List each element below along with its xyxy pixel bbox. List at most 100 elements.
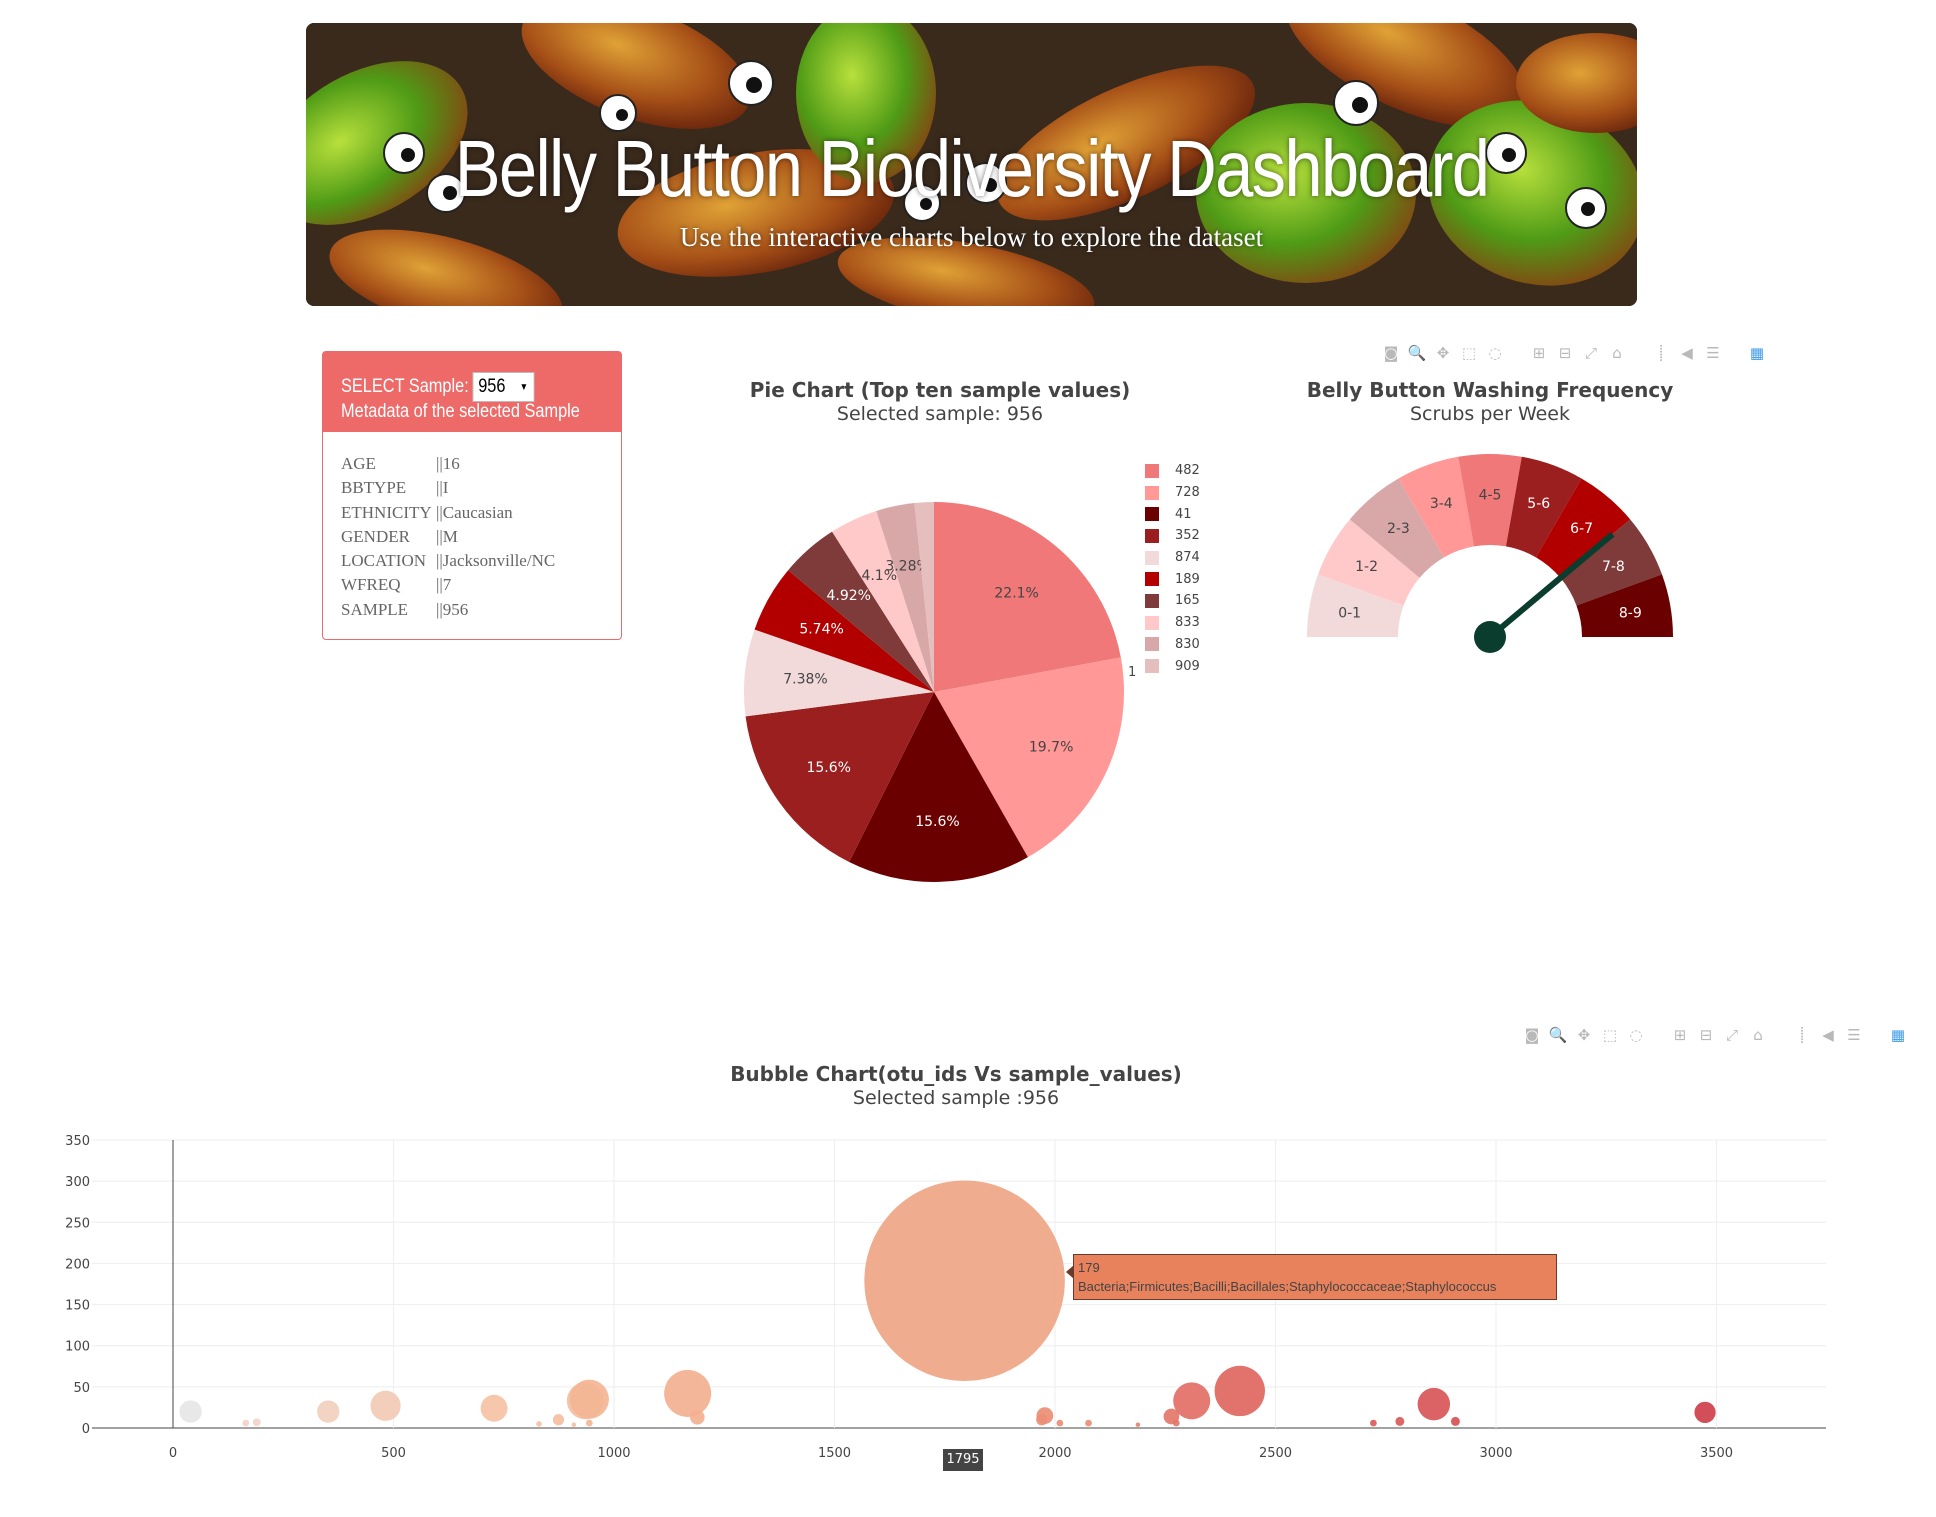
bubble-point[interactable] [179,1400,202,1423]
bubble-point[interactable] [585,1419,593,1427]
legend-swatch [1145,528,1159,543]
home-icon[interactable]: ⌂ [1612,344,1622,362]
legend-item[interactable]: 728 [1145,482,1200,504]
bubble-point[interactable] [1135,1422,1141,1427]
zoom-icon[interactable]: 🔍 [1548,1026,1568,1044]
bubble-point[interactable] [1056,1419,1064,1427]
hover-compare-icon[interactable]: ☰ [1706,344,1720,362]
legend-item[interactable]: 189 [1145,568,1200,590]
legend-item[interactable]: 874 [1145,547,1200,569]
gauge-segment-8-9[interactable] [1576,574,1673,637]
gauge-segment-1-2[interactable] [1318,519,1420,606]
pie-slice-833[interactable] [832,510,934,692]
legend-item[interactable]: 833 [1145,612,1200,634]
bubble-point[interactable] [252,1418,261,1427]
pie-slice-41[interactable] [849,692,1028,882]
zoom-out-icon[interactable]: ⊟ [1699,1026,1713,1044]
gauge-segment-0-1[interactable] [1307,574,1404,637]
pie-chart-subtitle: Selected sample: 956 [836,403,1044,425]
bubble-point[interactable] [1036,1407,1054,1425]
bubble-point[interactable] [1172,1419,1180,1427]
hover-closest-icon[interactable]: ◀ [1822,1026,1834,1044]
pie-slice-874[interactable] [744,629,934,717]
box-select-icon[interactable]: ⬚ [1602,1026,1618,1044]
gauge-segment-4-5[interactable] [1458,454,1522,547]
pie-slice-165[interactable] [788,531,934,692]
pie-slice-189[interactable] [754,570,934,692]
bubble-point[interactable] [566,1382,604,1420]
bubble-point[interactable] [1173,1382,1211,1420]
bubble-point[interactable] [1214,1365,1265,1417]
bubble-point[interactable] [480,1394,508,1422]
legend-item[interactable]: 830 [1145,634,1200,656]
bubble-point[interactable] [552,1414,565,1426]
spike-lines-icon[interactable]: ⸽ [1659,344,1663,362]
pan-icon[interactable]: ✥ [1436,344,1450,362]
legend-swatch [1145,485,1159,500]
pan-icon[interactable]: ✥ [1577,1026,1591,1044]
legend-item[interactable]: 482 [1145,460,1200,482]
bubble-point[interactable] [1450,1416,1460,1426]
sample-select-value: 956 [478,376,506,397]
legend-item[interactable]: 41 [1145,503,1200,525]
zoom-icon[interactable]: 🔍 [1407,344,1427,362]
zoom-out-icon[interactable]: ⊟ [1558,344,1572,362]
bubble-point[interactable] [1085,1419,1092,1427]
sample-select-dropdown[interactable]: 956 ▼ [472,372,535,402]
autoscale-icon[interactable]: ⤢ [1584,344,1597,362]
pie-slice-830[interactable] [876,503,934,692]
bubble-point[interactable] [1370,1419,1377,1427]
bubble-point[interactable] [1036,1414,1048,1426]
bubble-point[interactable] [1417,1387,1451,1421]
bubble-point[interactable] [571,1422,577,1427]
plotly-logo-icon[interactable]: ▦ [1749,344,1765,362]
pie-slice-728[interactable] [934,657,1124,858]
bubble-point[interactable] [664,1369,712,1417]
legend-item[interactable]: 909 [1145,655,1200,677]
box-select-icon[interactable]: ⬚ [1461,344,1477,362]
lasso-icon[interactable]: ◌ [1629,1026,1643,1044]
autoscale-icon[interactable]: ⤢ [1725,1026,1738,1044]
hover-compare-icon[interactable]: ☰ [1847,1026,1861,1044]
x-tick-label: 3500 [1700,1446,1733,1461]
zoom-in-icon[interactable]: ⊞ [1532,344,1546,362]
header-banner: Belly Button Biodiversity Dashboard Use … [306,23,1637,306]
pie-slice-352[interactable] [745,692,934,863]
legend-item[interactable]: 352 [1145,525,1200,547]
gauge-segment-7-8[interactable] [1560,519,1662,606]
camera-icon[interactable]: ◙ [1524,1026,1540,1044]
hover-closest-icon[interactable]: ◀ [1681,344,1693,362]
pie-slice-909[interactable] [914,502,934,692]
camera-icon[interactable]: ◙ [1383,344,1399,362]
bubble-point[interactable] [317,1400,340,1423]
gauge-segment-2-3[interactable] [1349,478,1444,578]
gauge-segment-6-7[interactable] [1536,478,1631,578]
bubble-point[interactable] [536,1421,542,1427]
gauge-segment-3-4[interactable] [1398,456,1475,558]
metadata-key: ETHNICITY [341,502,432,522]
tooltip-label: Bacteria;Firmicutes;Bacilli;Bacillales;S… [1078,1279,1497,1294]
metadata-key: SAMPLE [341,599,409,619]
legend-label: 189 [1175,571,1200,587]
zoom-in-icon[interactable]: ⊞ [1673,1026,1687,1044]
bubble-point[interactable] [242,1419,250,1427]
home-icon[interactable]: ⌂ [1753,1026,1763,1044]
legend-item[interactable]: 165 [1145,590,1200,612]
lasso-icon[interactable]: ◌ [1488,344,1502,362]
bubble-point[interactable] [1694,1401,1716,1424]
legend-label: 874 [1175,550,1200,566]
pie-slice-482[interactable] [934,502,1121,692]
bubble-point[interactable] [569,1379,609,1419]
bubble-point[interactable] [370,1390,401,1421]
x-tick-label: 1000 [597,1446,630,1461]
x-tick-label: 2500 [1259,1446,1292,1461]
gauge-segment-5-6[interactable] [1505,456,1582,558]
gauge-title: Belly Button Washing Frequency [1306,378,1674,402]
x-tick-label: 1500 [818,1446,851,1461]
spike-lines-icon[interactable]: ⸽ [1800,1026,1804,1044]
bubble-point[interactable] [1163,1408,1180,1425]
bubble-point[interactable] [1395,1416,1405,1426]
bubble-point[interactable] [864,1180,1065,1381]
plotly-logo-icon[interactable]: ▦ [1890,1026,1906,1044]
bubble-point[interactable] [690,1410,705,1425]
